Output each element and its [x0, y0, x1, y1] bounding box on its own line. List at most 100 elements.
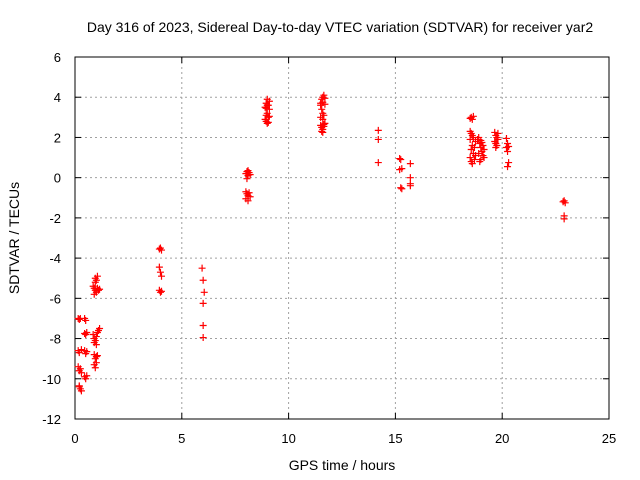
x-tick-label: 10	[281, 431, 295, 446]
data-point	[92, 333, 100, 341]
data-point	[321, 119, 329, 127]
data-point	[319, 128, 327, 136]
data-point	[246, 193, 254, 201]
data-point	[92, 353, 100, 361]
y-tick-label: -2	[49, 211, 61, 226]
data-point	[374, 159, 382, 167]
data-point	[318, 127, 326, 135]
data-point	[265, 105, 273, 113]
data-point	[158, 272, 166, 280]
data-point	[468, 160, 476, 168]
data-point	[77, 387, 85, 395]
data-point	[158, 246, 166, 254]
data-point	[76, 365, 84, 373]
data-point	[397, 184, 405, 192]
data-point	[200, 288, 208, 296]
data-point	[75, 382, 83, 390]
data-point	[492, 144, 500, 151]
x-axis-label: GPS time / hours	[289, 457, 396, 473]
data-point	[320, 120, 328, 128]
data-point	[263, 119, 271, 127]
data-point	[319, 115, 327, 123]
data-point	[246, 171, 254, 179]
data-point	[94, 286, 102, 294]
y-tick-label: -6	[49, 291, 61, 306]
data-point	[561, 199, 569, 207]
data-point	[502, 144, 510, 151]
data-point	[96, 285, 104, 293]
y-tick-label: 6	[54, 50, 61, 65]
data-point	[156, 288, 164, 296]
data-point	[92, 341, 100, 349]
data-point	[479, 141, 487, 149]
data-point	[198, 264, 206, 272]
data-point	[83, 329, 91, 337]
data-point	[77, 346, 85, 354]
data-point	[199, 276, 207, 284]
data-point	[320, 91, 328, 99]
data-point	[476, 158, 484, 166]
data-point	[478, 138, 486, 146]
y-tick-label: -12	[42, 412, 61, 427]
data-point	[504, 148, 512, 156]
y-tick-label: -8	[49, 332, 61, 347]
data-point	[265, 97, 273, 105]
data-point	[502, 134, 510, 142]
data-point	[82, 375, 90, 383]
data-point	[262, 111, 270, 119]
data-point	[262, 104, 270, 112]
data-point	[321, 94, 329, 102]
x-tick-label: 0	[71, 431, 78, 446]
data-point	[264, 118, 272, 126]
x-tick-label: 5	[178, 431, 185, 446]
data-point	[396, 155, 404, 163]
grid	[75, 57, 609, 419]
data-point	[244, 197, 252, 205]
y-tick-label: 0	[54, 171, 61, 186]
y-tick-label: -10	[42, 372, 61, 387]
data-point	[75, 315, 83, 323]
data-point	[83, 348, 91, 356]
data-point	[199, 299, 207, 307]
data-point	[245, 189, 253, 197]
data-point	[397, 156, 405, 164]
data-point	[468, 115, 476, 123]
data-point	[93, 352, 101, 360]
data-point	[263, 101, 271, 109]
data-point	[494, 129, 502, 137]
data-point	[505, 159, 513, 167]
data-point	[475, 150, 483, 158]
data-point	[374, 126, 382, 134]
data-point	[560, 215, 568, 223]
data-point	[469, 112, 477, 120]
chart-title: Day 316 of 2023, Sidereal Day-to-day VTE…	[87, 19, 593, 35]
y-tick-label: 2	[54, 130, 61, 145]
data-point	[199, 334, 207, 342]
data-point	[406, 160, 414, 168]
y-tick-label: -4	[49, 251, 61, 266]
data-point	[96, 325, 104, 332]
data-point	[406, 174, 414, 182]
data-point	[158, 287, 166, 295]
x-tick-label: 15	[388, 431, 402, 446]
plot-frame	[74, 56, 610, 420]
data-point	[91, 274, 99, 282]
data-point	[318, 105, 326, 113]
y-tick-label: 4	[54, 90, 61, 105]
data-point	[396, 166, 404, 174]
data-point	[480, 154, 488, 162]
data-point	[398, 185, 406, 193]
data-point	[504, 163, 512, 171]
data-point	[265, 112, 273, 120]
data-point	[77, 369, 85, 377]
data-point	[466, 154, 474, 162]
y-axis-label: SDTVAR / TECUs	[6, 182, 22, 294]
data-point	[480, 146, 488, 154]
data-point	[504, 139, 512, 147]
data-point	[91, 364, 99, 372]
data-point	[491, 128, 499, 136]
data-point	[90, 290, 98, 298]
x-tick-label: 20	[495, 431, 509, 446]
data-point	[470, 156, 478, 164]
